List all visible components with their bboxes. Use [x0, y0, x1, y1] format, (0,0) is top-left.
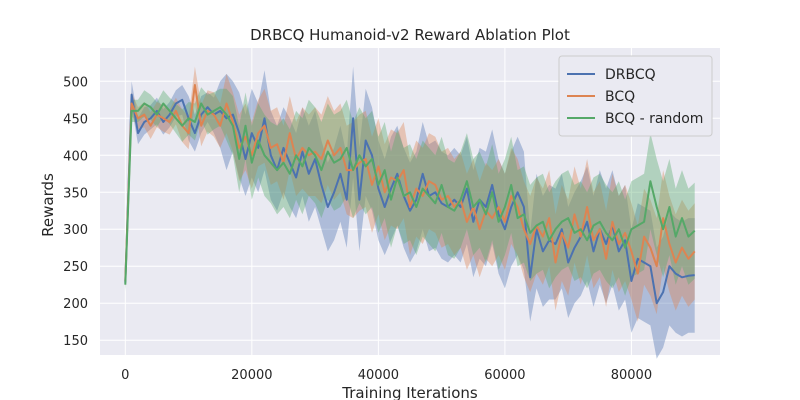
legend: DRBCQ BCQ BCQ - random	[558, 55, 713, 137]
series-line	[124, 84, 696, 282]
x-axis-label: Training Iterations	[341, 384, 478, 400]
x-tick-label: 20000	[231, 368, 272, 383]
y-tick-label: 450	[63, 112, 88, 127]
legend-label: BCQ	[605, 89, 635, 105]
y-tick-label: 300	[63, 223, 88, 238]
x-tick-label: 0	[121, 368, 129, 383]
y-tick-label: 400	[63, 149, 88, 164]
x-tick-label: 60000	[484, 368, 525, 383]
legend-box	[558, 55, 713, 137]
tick-labels: 0 20000 40000 60000 80000 150 200 250 300 350 400 4…	[63, 75, 652, 383]
y-tick-label: 250	[63, 260, 88, 275]
legend-label: DRBCQ	[605, 67, 656, 83]
series-line	[124, 102, 696, 285]
series-lines	[124, 84, 696, 305]
y-axis-label: Rewards	[39, 173, 57, 237]
y-tick-label: 500	[63, 75, 88, 90]
x-tick-label: 40000	[358, 368, 399, 383]
y-tick-label: 150	[63, 334, 88, 349]
chart-title: DRBCQ Humanoid-v2 Reward Ablation Plot	[250, 26, 570, 44]
legend-label: BCQ - random	[605, 111, 703, 127]
y-tick-label: 200	[63, 297, 88, 312]
y-tick-label: 350	[63, 186, 88, 201]
x-tick-label: 80000	[611, 368, 652, 383]
